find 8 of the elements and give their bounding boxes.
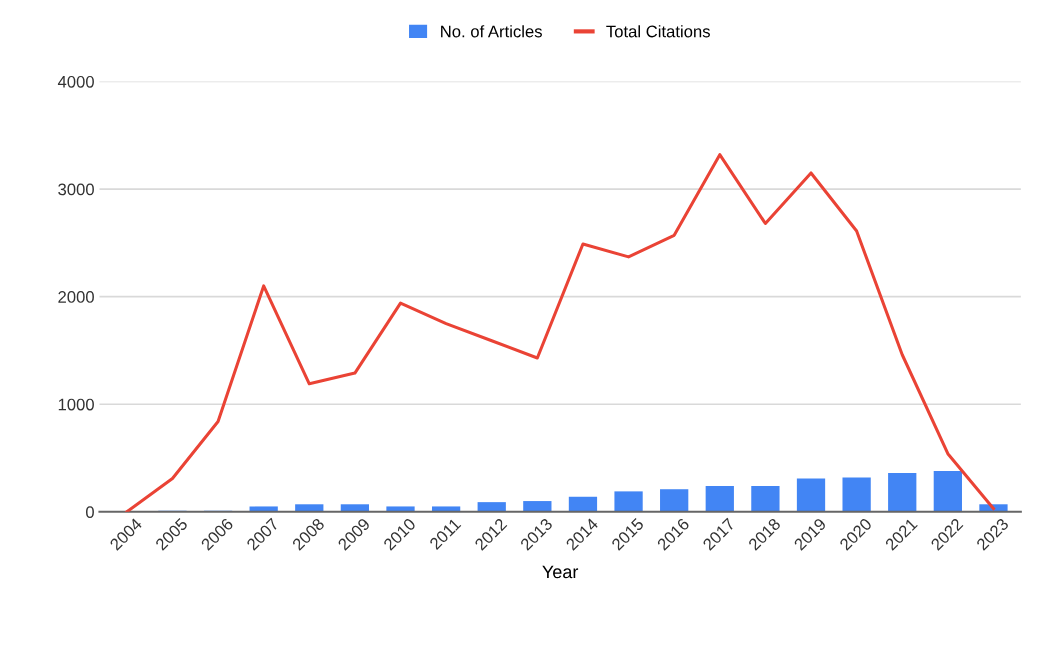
y-tick-label: 4000 [57,75,94,88]
y-tick-label: 3000 [58,183,94,196]
y-tick-label: 2000 [58,291,94,303]
x-axis-title: Year [542,565,579,579]
legend-label: Total Citations [606,25,710,38]
y-tick-label: 1000 [58,398,94,411]
y-tick-label: 0 [85,506,94,519]
legend-label: No. of Articles [441,25,542,38]
